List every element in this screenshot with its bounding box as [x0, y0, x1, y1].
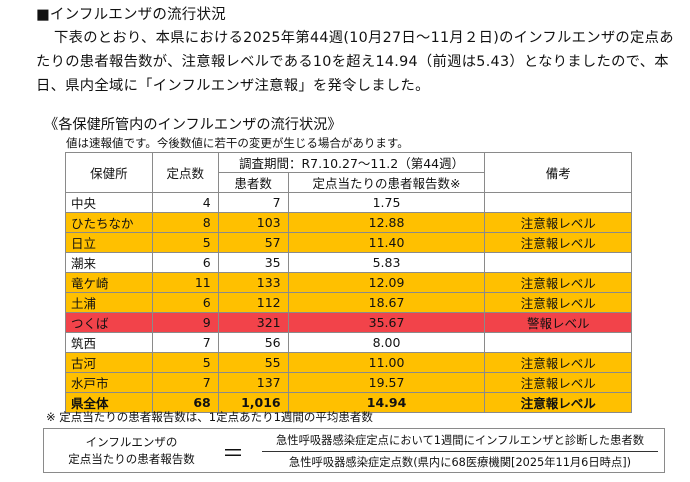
preliminary-note: 値は速報値です。今後数値に若干の変更が生じる場合があります。 [66, 136, 409, 150]
formula-box: インフルエンザの 定点当たりの患者報告数 ＝ 急性呼吸器感染症定点において1週間… [43, 428, 665, 473]
cell-remark: 注意報レベル [484, 352, 632, 373]
header-patients: 患者数 [217, 172, 289, 193]
cell-office: 県全体 [65, 392, 153, 413]
cell-rate: 8.00 [287, 332, 486, 353]
cell-patients: 55 [217, 352, 289, 373]
cell-remark: 注意報レベル [484, 232, 632, 253]
cell-remark: 注意報レベル [484, 292, 632, 313]
cell-remark [484, 192, 632, 213]
footnote: ※ 定点当たりの患者報告数は、1定点あたり1週間の平均患者数 [46, 410, 373, 424]
cell-sentinels: 7 [151, 372, 219, 393]
header-office: 保健所 [65, 152, 153, 193]
cell-sentinels: 5 [151, 232, 219, 253]
cell-rate: 14.94 [287, 392, 486, 413]
cell-patients: 133 [217, 272, 289, 293]
formula-numerator: 急性呼吸器感染症定点において1週間にインフルエンザと診断した患者数 [275, 434, 644, 447]
cell-office: 日立 [65, 232, 153, 253]
header-per-sentinel: 定点当たりの患者報告数※ [287, 172, 486, 193]
table-row: 筑西 7 56 8.00 [65, 332, 632, 353]
cell-office: 中央 [65, 192, 153, 213]
formula-denominator: 急性呼吸器感染症定点数(県内に68医療機関[2025年11月6日時点]) [288, 456, 632, 469]
cell-sentinels: 68 [151, 392, 219, 413]
cell-patients: 7 [217, 192, 289, 213]
cell-office: つくば [65, 312, 153, 333]
cell-office: 土浦 [65, 292, 153, 313]
cell-patients: 1,016 [217, 392, 289, 413]
cell-sentinels: 9 [151, 312, 219, 333]
table-row: 竜ケ崎 11 133 12.09 注意報レベル [65, 272, 632, 293]
cell-office: 水戸市 [65, 372, 153, 393]
header-remarks: 備考 [484, 152, 632, 193]
cell-rate: 18.67 [287, 292, 486, 313]
formula-lhs-line2: 定点当たりの患者報告数 [68, 452, 195, 466]
cell-sentinels: 4 [151, 192, 219, 213]
cell-rate: 12.09 [287, 272, 486, 293]
equals-sign: ＝ [222, 442, 245, 467]
cell-patients: 103 [217, 212, 289, 233]
fraction-bar [262, 451, 658, 452]
cell-sentinels: 6 [151, 252, 219, 273]
cell-patients: 57 [217, 232, 289, 253]
cell-office: 竜ケ崎 [65, 272, 153, 293]
cell-remark [484, 252, 632, 273]
cell-rate: 11.40 [287, 232, 486, 253]
cell-sentinels: 5 [151, 352, 219, 373]
cell-patients: 137 [217, 372, 289, 393]
table-row: ひたちなか 8 103 12.88 注意報レベル [65, 212, 632, 233]
table-row: 古河 5 55 11.00 注意報レベル [65, 352, 632, 373]
table-row: 中央 4 7 1.75 [65, 192, 632, 213]
cell-patients: 35 [217, 252, 289, 273]
table-row: つくば 9 321 35.67 警報レベル [65, 312, 632, 333]
cell-remark: 注意報レベル [484, 372, 632, 393]
cell-office: 筑西 [65, 332, 153, 353]
cell-sentinels: 8 [151, 212, 219, 233]
table-row: 土浦 6 112 18.67 注意報レベル [65, 292, 632, 313]
cell-remark: 警報レベル [484, 312, 632, 333]
cell-remark [484, 332, 632, 353]
cell-sentinels: 7 [151, 332, 219, 353]
cell-rate: 35.67 [287, 312, 486, 333]
cell-office: 古河 [65, 352, 153, 373]
cell-patients: 321 [217, 312, 289, 333]
cell-sentinels: 11 [151, 272, 219, 293]
cell-rate: 19.57 [287, 372, 486, 393]
table-row: 日立 5 57 11.40 注意報レベル [65, 232, 632, 253]
table-row: 潮来 6 35 5.83 [65, 252, 632, 273]
cell-office: ひたちなか [65, 212, 153, 233]
cell-rate: 1.75 [287, 192, 486, 213]
formula-lhs: インフルエンザの 定点当たりの患者報告数 [44, 434, 219, 468]
cell-remark: 注意報レベル [484, 392, 632, 413]
section-heading: ■インフルエンザの流行状況 [36, 7, 226, 23]
announcement-paragraph: 下表のとおり、本県における2025年第44週(10月27日～11月２日)のインフ… [36, 30, 674, 94]
cell-patients: 56 [217, 332, 289, 353]
table-title: 《各保健所管内のインフルエンザの流行状況》 [44, 117, 342, 133]
cell-remark: 注意報レベル [484, 212, 632, 233]
cell-sentinels: 6 [151, 292, 219, 313]
cell-patients: 112 [217, 292, 289, 313]
cell-rate: 12.88 [287, 212, 486, 233]
cell-rate: 5.83 [287, 252, 486, 273]
header-sentinels: 定点数 [151, 152, 219, 193]
header-period: 調査期間：R7.10.27～11.2（第44週） [217, 152, 486, 173]
cell-office: 潮来 [65, 252, 153, 273]
formula-lhs-line1: インフルエンザの [85, 435, 178, 449]
influenza-table: 保健所 定点数 調査期間：R7.10.27～11.2（第44週） 備考 患者数 … [65, 152, 632, 413]
table-total-row: 県全体 68 1,016 14.94 注意報レベル [65, 392, 632, 413]
cell-remark: 注意報レベル [484, 272, 632, 293]
cell-rate: 11.00 [287, 352, 486, 373]
table-row: 水戸市 7 137 19.57 注意報レベル [65, 372, 632, 393]
